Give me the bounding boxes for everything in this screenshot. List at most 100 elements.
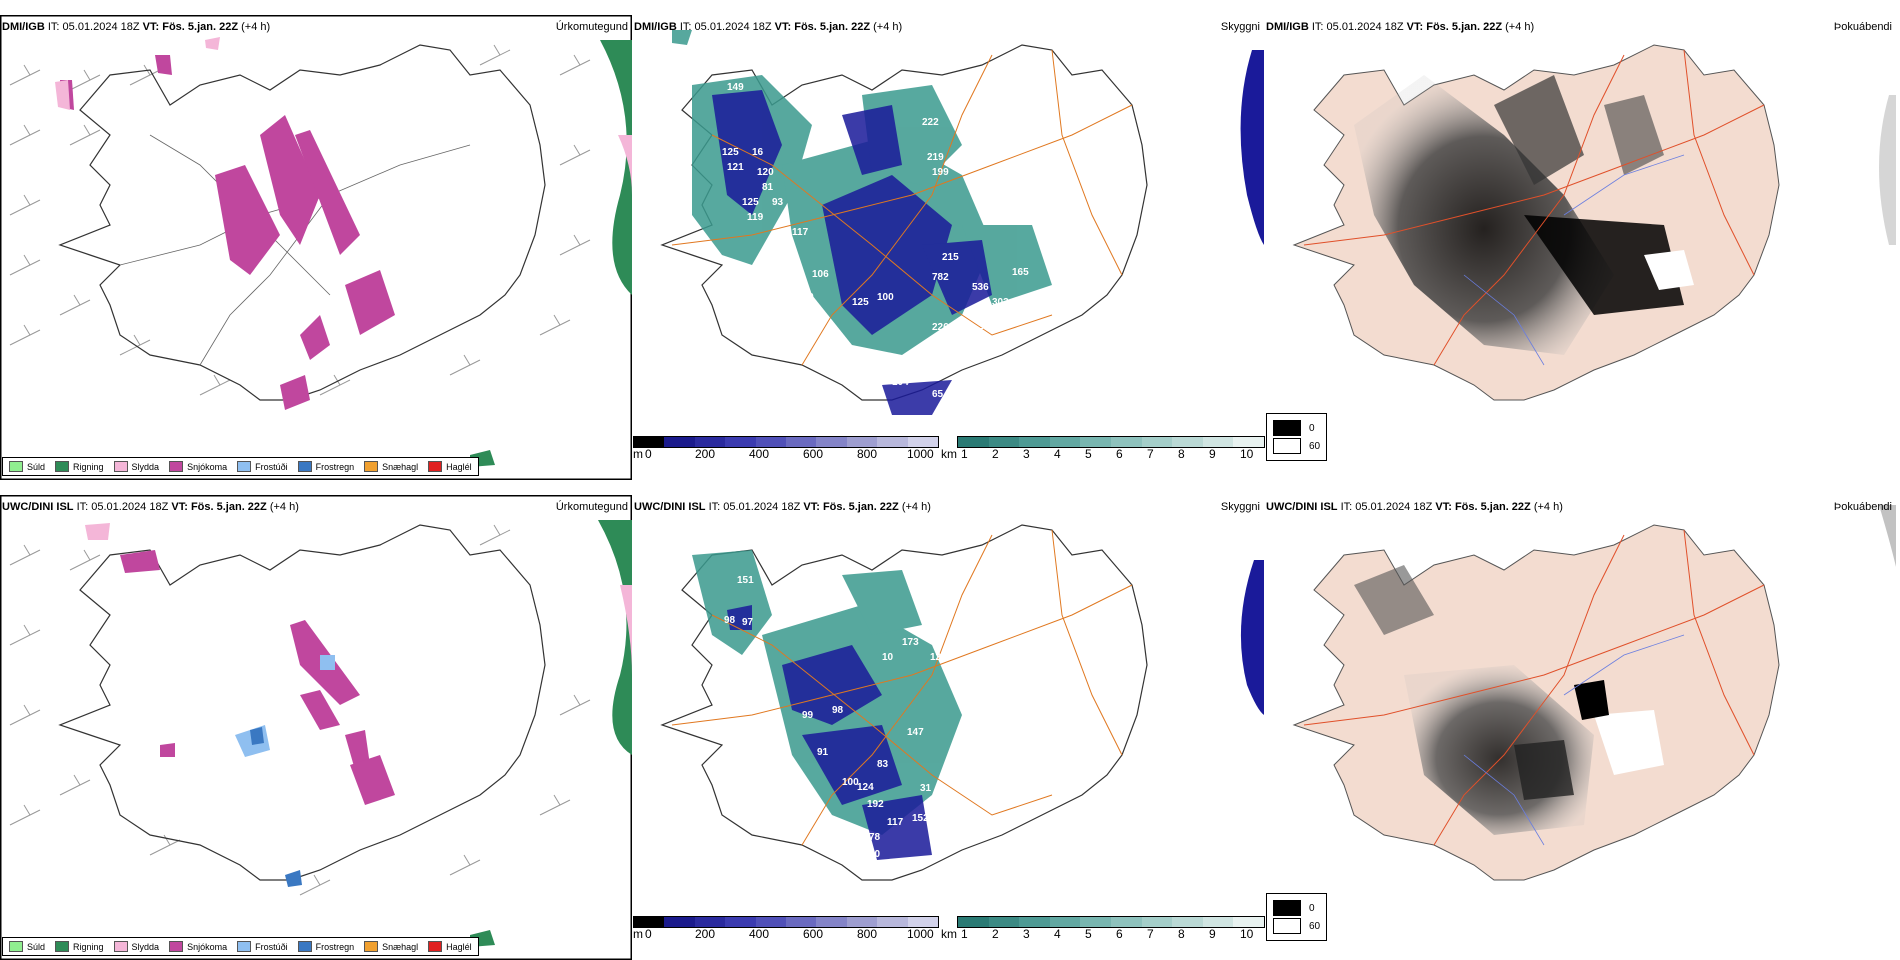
- m-tick: 1000: [907, 927, 934, 941]
- vis-label: 125: [852, 297, 869, 308]
- visibility-m-colorbar-row2: [633, 916, 939, 928]
- vis-label: 58: [867, 864, 879, 875]
- iceland-outline: [660, 44, 1148, 401]
- legend-item-sudl: Súld: [9, 941, 45, 952]
- km-tick: 4: [1054, 927, 1061, 941]
- vis-label: 215: [942, 252, 959, 263]
- vis-label: 117: [887, 817, 904, 828]
- vis-label: 536: [972, 282, 989, 293]
- m-tick: 200: [695, 447, 716, 461]
- cloud-map-row1: [1292, 44, 1896, 401]
- river-lines: [1463, 154, 1685, 366]
- visibility-header: UWC/DINI ISL IT: 05.01.2024 18Z VT: Fös.…: [634, 501, 931, 513]
- precip-legend: Súld Rigning Slydda Snjókoma Frostúði Fr…: [2, 457, 479, 476]
- vis-label: 117: [792, 227, 809, 238]
- road-lines: [671, 49, 1133, 366]
- precip-panel-row2: UWC/DINI ISL IT: 05.01.2024 18Z VT: Fös.…: [0, 495, 632, 960]
- visibility-km-colorbar-row1: [957, 436, 1265, 448]
- vis-label: 124: [857, 782, 874, 793]
- legend-item-slydda: Slydda: [113, 461, 159, 472]
- vis-label: 151: [737, 575, 754, 586]
- km-unit-label: km: [941, 447, 957, 461]
- cloud-legend-max: 60: [1309, 440, 1321, 452]
- legend-item-snaehagl: Snæhagl: [364, 461, 418, 472]
- precip-map-row2: [9, 520, 632, 947]
- vis-label: 97: [742, 617, 754, 628]
- vis-label: 114: [797, 312, 814, 323]
- km-tick: 8: [1178, 927, 1185, 941]
- visibility-east-area: [1240, 560, 1264, 715]
- precip-variable-name: Úrkomutegund: [555, 501, 628, 513]
- road-lines: [1303, 529, 1765, 846]
- km-tick: 6: [1116, 927, 1123, 941]
- visibility-map-row1: 149 125 121 16 120 81 125 93 119 117 83 …: [660, 30, 1264, 415]
- vis-label: 152: [912, 813, 929, 824]
- wind-barbs: [9, 44, 591, 396]
- legend-item-frostregn: Frostregn: [297, 941, 354, 952]
- visibility-panel-row2: 151 98 97 99 98 91 100 124 192 117 152 7…: [632, 495, 1264, 960]
- vis-label: 165: [1012, 267, 1029, 278]
- legend-item-snaehagl: Snæhagl: [364, 941, 418, 952]
- road-lines: [1303, 49, 1765, 366]
- road-lines: [671, 529, 1133, 846]
- vis-label: 98: [832, 705, 844, 716]
- fog-shading: [1354, 75, 1694, 355]
- vis-label: 83: [877, 759, 889, 770]
- km-tick: 2: [992, 447, 999, 461]
- vis-label: 90: [924, 799, 936, 810]
- legend-item-slydda: Slydda: [113, 941, 159, 952]
- m-unit-label: m: [633, 447, 643, 461]
- cloud-legend-row2: 0 60: [1266, 893, 1328, 941]
- vis-label: 120: [757, 167, 774, 178]
- vis-label: 91: [817, 747, 829, 758]
- vis-label: 12: [930, 652, 942, 663]
- cloud-map-row2: [1292, 505, 1896, 881]
- precip-header: DMI/IGB IT: 05.01.2024 18Z VT: Fös. 5.ja…: [2, 21, 271, 33]
- visibility-panel-row1: 149 125 121 16 120 81 125 93 119 117 83 …: [632, 15, 1264, 480]
- km-tick: 9: [1209, 927, 1216, 941]
- vis-label: 69: [890, 859, 902, 870]
- vis-label: 104: [892, 377, 909, 388]
- precip-header: UWC/DINI ISL IT: 05.01.2024 18Z VT: Fös.…: [2, 501, 299, 513]
- vis-label: 86: [777, 302, 789, 313]
- km-tick: 8: [1178, 447, 1185, 461]
- vis-label: 16: [752, 147, 764, 158]
- km-tick: 1: [961, 927, 968, 941]
- visibility-km-ticks-row2: km 1 2 3 4 5 6 7 8 9 10: [941, 927, 1263, 941]
- m-tick: 800: [857, 447, 878, 461]
- vis-label: 199: [932, 167, 949, 178]
- visibility-east-area: [1240, 50, 1264, 245]
- vis-label: 303: [992, 297, 1009, 308]
- visibility-m-ticks-row1: m 0 200 400 600 800 1000: [633, 447, 953, 461]
- m-tick: 400: [749, 447, 770, 461]
- vis-label: 222: [922, 117, 939, 128]
- legend-item-rigning: Rigning: [55, 941, 104, 952]
- vis-label: 70: [869, 849, 881, 860]
- cloud-panel-row2: UWC/DINI ISL IT: 05.01.2024 18Z VT: Fös.…: [1264, 495, 1896, 960]
- vis-label: 31: [920, 783, 932, 794]
- cloud-legend-row1: 0 60: [1266, 413, 1328, 461]
- m-tick: 0: [645, 927, 652, 941]
- km-tick: 3: [1023, 927, 1030, 941]
- vis-label: 100: [797, 292, 814, 303]
- cloud-legend-max: 60: [1309, 920, 1321, 932]
- m-tick: 200: [695, 927, 716, 941]
- fog-shading: [1354, 565, 1664, 835]
- km-tick: 10: [1240, 927, 1254, 941]
- km-tick: 10: [1240, 447, 1254, 461]
- iceland-outline: [58, 524, 546, 881]
- km-tick: 7: [1147, 447, 1154, 461]
- km-tick: 6: [1116, 447, 1123, 461]
- m-tick: 800: [857, 927, 878, 941]
- vis-label: 83: [772, 252, 784, 263]
- vis-label: 147: [907, 727, 924, 738]
- cloud-variable-name: Þokuábendi: [1833, 21, 1892, 33]
- vis-label: 215: [972, 752, 989, 763]
- vis-label: 100: [842, 777, 859, 788]
- vis-label: 219: [927, 152, 944, 163]
- vis-label: 99: [802, 710, 814, 721]
- precip-map-row1: [9, 37, 632, 467]
- visibility-variable-name: Skyggni: [1220, 21, 1260, 33]
- vis-label: 78: [869, 832, 881, 843]
- vis-label: 121: [727, 162, 744, 173]
